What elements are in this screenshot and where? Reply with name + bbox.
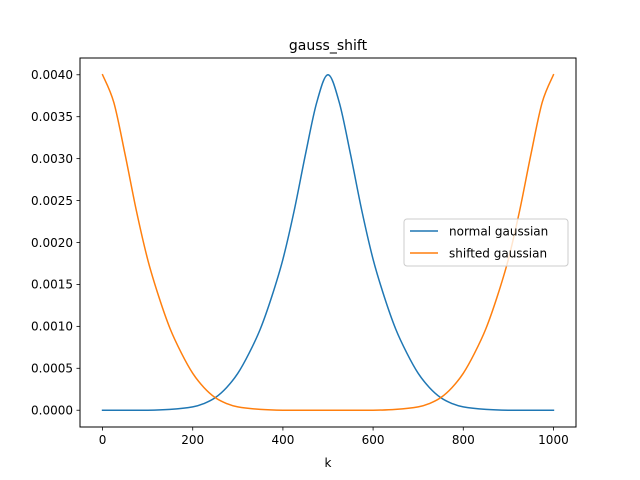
x-tick-label: 1000 (538, 433, 569, 447)
y-tick-label: 0.0025 (31, 194, 73, 208)
x-tick-label: 800 (452, 433, 475, 447)
x-tick-label: 0 (99, 433, 107, 447)
y-tick-label: 0.0020 (31, 236, 73, 250)
y-axis: 0.0000 0.0005 0.0010 0.0015 0.0020 0.0025 0.00… (31, 68, 80, 418)
legend-label-1: shifted gaussian (449, 246, 547, 260)
legend-label-0: normal gaussian (449, 224, 548, 238)
x-axis-title: k (325, 456, 332, 470)
y-tick-label: 0.0030 (31, 152, 73, 166)
y-tick-label: 0.0005 (31, 362, 73, 376)
y-tick-label: 0.0000 (31, 404, 73, 418)
series-line-1 (101, 73, 555, 412)
y-tick-label: 0.0015 (31, 278, 73, 292)
legend-box (403, 218, 569, 267)
legend: normal gaussian shifted gaussian (403, 218, 569, 267)
series-layer (101, 73, 555, 412)
y-tick-label: 0.0010 (31, 320, 73, 334)
x-tick-label: 200 (181, 433, 204, 447)
x-tick-label: 600 (362, 433, 385, 447)
x-axis: 0 200 400 600 800 1000 (99, 427, 569, 447)
x-tick-label: 400 (271, 433, 294, 447)
plot-area (101, 73, 555, 412)
y-tick-label: 0.0035 (31, 110, 73, 124)
y-tick-label: 0.0040 (31, 68, 73, 82)
chart-title: gauss_shift (289, 38, 368, 54)
